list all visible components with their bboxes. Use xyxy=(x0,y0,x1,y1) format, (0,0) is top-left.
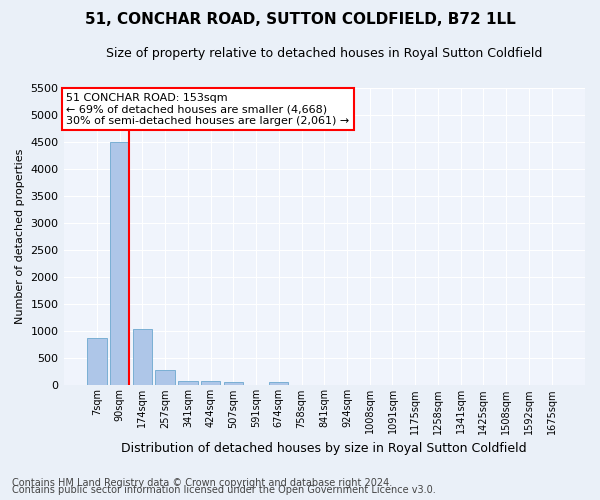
Bar xyxy=(224,382,243,386)
Text: 51, CONCHAR ROAD, SUTTON COLDFIELD, B72 1LL: 51, CONCHAR ROAD, SUTTON COLDFIELD, B72 … xyxy=(85,12,515,28)
Bar xyxy=(269,382,289,386)
Title: Size of property relative to detached houses in Royal Sutton Coldfield: Size of property relative to detached ho… xyxy=(106,48,542,60)
Y-axis label: Number of detached properties: Number of detached properties xyxy=(15,149,25,324)
Bar xyxy=(110,142,130,386)
Bar xyxy=(155,370,175,386)
X-axis label: Distribution of detached houses by size in Royal Sutton Coldfield: Distribution of detached houses by size … xyxy=(121,442,527,455)
Bar xyxy=(201,381,220,386)
Text: Contains HM Land Registry data © Crown copyright and database right 2024.: Contains HM Land Registry data © Crown c… xyxy=(12,478,392,488)
Text: Contains public sector information licensed under the Open Government Licence v3: Contains public sector information licen… xyxy=(12,485,436,495)
Text: 51 CONCHAR ROAD: 153sqm
← 69% of detached houses are smaller (4,668)
30% of semi: 51 CONCHAR ROAD: 153sqm ← 69% of detache… xyxy=(66,92,349,126)
Bar xyxy=(87,338,107,386)
Bar xyxy=(178,380,197,386)
Bar xyxy=(133,328,152,386)
